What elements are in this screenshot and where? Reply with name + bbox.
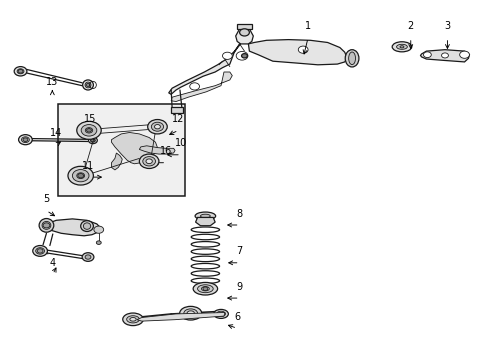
Text: 1: 1 (305, 21, 310, 31)
Circle shape (241, 54, 247, 58)
Text: 2: 2 (407, 21, 413, 31)
Ellipse shape (193, 282, 217, 295)
Circle shape (86, 84, 90, 86)
Polygon shape (168, 44, 240, 94)
Circle shape (239, 29, 249, 36)
Circle shape (37, 249, 43, 253)
Text: 10: 10 (174, 138, 187, 148)
Ellipse shape (200, 214, 210, 218)
Text: 4: 4 (50, 258, 56, 268)
Text: 7: 7 (236, 246, 242, 256)
Ellipse shape (81, 221, 93, 231)
Ellipse shape (21, 137, 29, 143)
Ellipse shape (90, 139, 95, 142)
Circle shape (82, 253, 94, 261)
Ellipse shape (399, 46, 403, 48)
Circle shape (94, 226, 103, 233)
Ellipse shape (396, 44, 407, 49)
Polygon shape (171, 72, 232, 102)
Polygon shape (236, 24, 252, 29)
Ellipse shape (33, 246, 47, 256)
Ellipse shape (146, 159, 152, 163)
Ellipse shape (85, 82, 91, 88)
Ellipse shape (391, 42, 411, 52)
Circle shape (91, 139, 95, 142)
Ellipse shape (348, 52, 355, 65)
Ellipse shape (345, 50, 358, 67)
Ellipse shape (142, 157, 155, 166)
Circle shape (441, 53, 447, 58)
Ellipse shape (81, 125, 97, 136)
Polygon shape (44, 219, 100, 236)
Ellipse shape (195, 212, 215, 220)
Circle shape (236, 51, 247, 60)
Ellipse shape (122, 313, 143, 325)
Ellipse shape (82, 80, 93, 90)
Ellipse shape (19, 135, 32, 145)
Circle shape (423, 52, 430, 58)
Text: 16: 16 (160, 146, 172, 156)
Circle shape (459, 51, 468, 58)
Polygon shape (420, 50, 468, 62)
Ellipse shape (180, 306, 201, 320)
Polygon shape (139, 146, 175, 154)
Circle shape (78, 174, 83, 178)
Ellipse shape (201, 287, 209, 291)
Circle shape (23, 138, 28, 141)
Circle shape (298, 46, 307, 53)
Ellipse shape (197, 285, 213, 293)
Polygon shape (235, 29, 253, 44)
Ellipse shape (130, 318, 136, 321)
Polygon shape (137, 312, 224, 321)
Text: 12: 12 (172, 114, 184, 124)
Ellipse shape (216, 311, 225, 317)
Ellipse shape (126, 316, 139, 323)
Ellipse shape (39, 219, 54, 232)
Ellipse shape (85, 128, 93, 133)
Text: 6: 6 (234, 312, 240, 322)
Circle shape (43, 223, 50, 228)
Ellipse shape (72, 170, 89, 182)
Text: 13: 13 (46, 77, 59, 87)
Text: 15: 15 (84, 114, 97, 124)
Ellipse shape (77, 121, 101, 139)
Ellipse shape (88, 137, 97, 144)
Ellipse shape (147, 120, 167, 134)
Bar (170, 107, 183, 113)
Ellipse shape (14, 67, 27, 76)
Ellipse shape (42, 221, 51, 229)
Text: 9: 9 (236, 282, 242, 292)
Circle shape (96, 241, 101, 244)
Text: 5: 5 (43, 194, 49, 204)
Ellipse shape (154, 125, 160, 129)
Circle shape (203, 287, 207, 291)
Circle shape (222, 52, 232, 59)
Ellipse shape (77, 173, 84, 179)
Ellipse shape (186, 311, 194, 315)
Polygon shape (248, 40, 346, 65)
Ellipse shape (83, 223, 91, 229)
Text: 3: 3 (444, 21, 449, 31)
Circle shape (18, 69, 23, 73)
Polygon shape (111, 132, 157, 164)
Text: 11: 11 (81, 161, 94, 171)
Bar (58, 104, 184, 196)
Ellipse shape (213, 309, 228, 318)
Ellipse shape (36, 248, 44, 254)
Polygon shape (195, 217, 215, 226)
Circle shape (86, 129, 91, 132)
Ellipse shape (151, 122, 163, 131)
Ellipse shape (17, 69, 24, 74)
Ellipse shape (139, 154, 159, 168)
Ellipse shape (68, 166, 93, 185)
Polygon shape (111, 153, 122, 170)
Circle shape (189, 83, 199, 90)
Text: 14: 14 (50, 128, 62, 138)
Circle shape (85, 255, 91, 259)
Ellipse shape (183, 309, 197, 318)
Text: 8: 8 (236, 208, 242, 219)
